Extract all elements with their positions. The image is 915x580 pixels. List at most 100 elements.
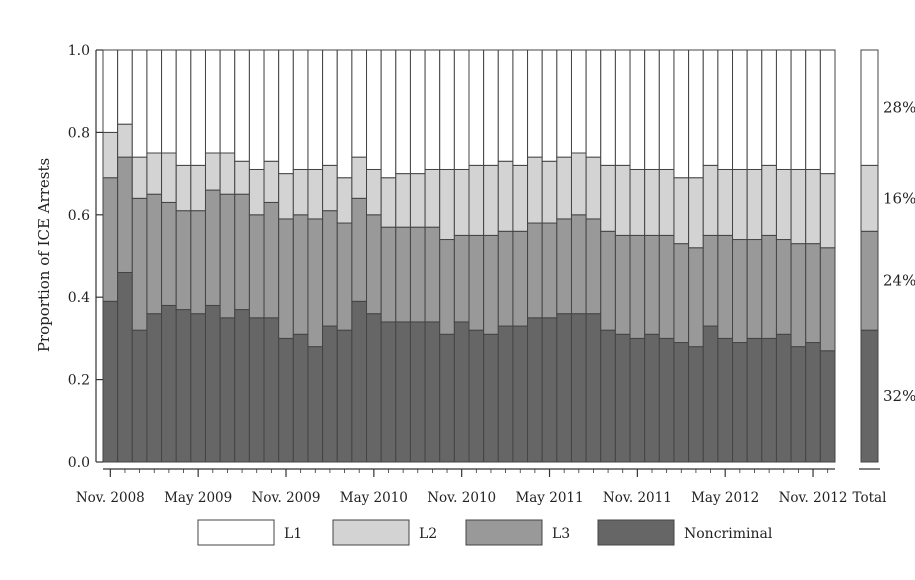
bar-l1-5 bbox=[175, 49, 192, 166]
bar-l1-10 bbox=[248, 49, 265, 170]
bar-l2-7 bbox=[204, 152, 221, 191]
bar-noncriminal-33 bbox=[585, 313, 602, 463]
bar-l1-42 bbox=[717, 49, 734, 170]
bar-l1-25 bbox=[468, 49, 485, 166]
bar-l2-13 bbox=[292, 168, 309, 216]
bar-l2-39 bbox=[673, 177, 690, 245]
y-tick-label: 0.0 bbox=[68, 455, 90, 471]
bar-l3-24 bbox=[453, 234, 470, 323]
bar-noncriminal-18 bbox=[366, 313, 382, 463]
bar-l1-48 bbox=[805, 49, 821, 170]
bar-l2-1 bbox=[117, 123, 133, 158]
bar-l3-11 bbox=[263, 201, 280, 319]
bar-l3-21 bbox=[409, 226, 426, 323]
bar-l2-33 bbox=[585, 156, 602, 220]
bar-noncriminal-24 bbox=[453, 321, 470, 463]
bar-l1-32 bbox=[570, 49, 587, 154]
legend: L1 L2 L3 Noncriminal bbox=[197, 519, 773, 546]
bar-l3-33 bbox=[585, 218, 602, 315]
bar-l3-31 bbox=[556, 218, 572, 315]
bar-l2-45 bbox=[761, 164, 777, 236]
bar-l1-18 bbox=[366, 49, 382, 170]
bar-l3-14 bbox=[307, 218, 324, 348]
legend-label-l1: L1 bbox=[284, 526, 302, 542]
bar-l2-44 bbox=[746, 168, 763, 241]
bar-noncriminal-45 bbox=[761, 337, 777, 463]
y-tick-label: 0.4 bbox=[68, 290, 90, 306]
bar-l1-39 bbox=[673, 49, 690, 179]
bar-l1-46 bbox=[775, 49, 792, 170]
bar-l1-13 bbox=[292, 49, 309, 170]
bar-l3-5 bbox=[175, 210, 192, 311]
x-tick-label: Nov. 2012 bbox=[779, 490, 848, 506]
bar-l1-17 bbox=[351, 49, 368, 158]
bar-l1-40 bbox=[688, 49, 704, 179]
total-bar-l3 bbox=[860, 230, 879, 331]
bar-l1-2 bbox=[131, 49, 148, 158]
bar-l2-41 bbox=[702, 164, 719, 236]
bar-l3-30 bbox=[541, 222, 558, 319]
bar-noncriminal-34 bbox=[600, 329, 616, 463]
y-tick-label: 0.8 bbox=[68, 125, 90, 141]
bar-noncriminal-13 bbox=[292, 333, 309, 463]
bar-noncriminal-3 bbox=[146, 313, 163, 463]
x-tick-label: Nov. 2009 bbox=[252, 490, 321, 506]
bar-l3-15 bbox=[322, 210, 338, 327]
bar-noncriminal-48 bbox=[805, 342, 821, 463]
bar-l3-47 bbox=[790, 243, 807, 348]
bar-l1-24 bbox=[453, 49, 470, 170]
bar-noncriminal-2 bbox=[131, 329, 148, 463]
bar-l2-8 bbox=[219, 152, 236, 195]
bar-l1-7 bbox=[204, 49, 221, 154]
bar-noncriminal-12 bbox=[278, 337, 294, 463]
bar-l1-12 bbox=[278, 49, 294, 175]
bar-noncriminal-11 bbox=[263, 317, 280, 463]
bar-l1-15 bbox=[322, 49, 338, 166]
bar-l3-44 bbox=[746, 239, 763, 339]
x-tick-label: May 2012 bbox=[691, 490, 759, 506]
bar-l2-31 bbox=[556, 156, 572, 220]
legend-label-noncriminal: Noncriminal bbox=[684, 526, 773, 542]
x-axis: Nov. 2008 May 2009 Nov. 2009 May 2010 Nov. 2… bbox=[76, 468, 848, 506]
bar-noncriminal-26 bbox=[483, 333, 499, 463]
bar-l3-42 bbox=[717, 234, 734, 339]
legend-swatch-l2 bbox=[332, 519, 410, 546]
bar-l2-30 bbox=[541, 160, 558, 224]
bar-noncriminal-36 bbox=[629, 337, 646, 463]
bar-l1-1 bbox=[117, 49, 133, 125]
bar-l3-35 bbox=[614, 234, 631, 335]
bar-l1-9 bbox=[234, 49, 250, 162]
y-tick-label: 0.2 bbox=[68, 373, 90, 389]
bar-l3-20 bbox=[395, 226, 411, 323]
bar-l3-26 bbox=[483, 234, 499, 335]
bar-l2-4 bbox=[161, 152, 177, 203]
bar-l1-11 bbox=[263, 49, 280, 162]
bar-noncriminal-46 bbox=[775, 333, 792, 463]
legend-swatch-noncriminal bbox=[597, 519, 675, 546]
bar-l3-2 bbox=[131, 197, 148, 331]
legend-swatch-l3 bbox=[465, 519, 543, 546]
bar-noncriminal-43 bbox=[732, 342, 748, 463]
bar-l1-38 bbox=[658, 49, 675, 170]
bar-l2-12 bbox=[278, 173, 294, 220]
bar-l1-44 bbox=[746, 49, 763, 170]
bar-l3-6 bbox=[190, 210, 206, 315]
x-tick-label: May 2011 bbox=[515, 490, 583, 506]
bar-l2-37 bbox=[644, 168, 660, 236]
bar-l2-6 bbox=[190, 164, 206, 212]
bar-l3-34 bbox=[600, 230, 616, 331]
bar-l3-28 bbox=[512, 230, 529, 327]
bar-l3-45 bbox=[761, 234, 777, 339]
bar-l2-20 bbox=[395, 173, 411, 228]
bar-noncriminal-35 bbox=[614, 333, 631, 463]
legend-label-l3: L3 bbox=[552, 526, 570, 542]
bar-l2-24 bbox=[453, 168, 470, 236]
bar-l2-22 bbox=[424, 168, 441, 228]
bar-l3-4 bbox=[161, 201, 177, 306]
legend-swatch-l1 bbox=[197, 519, 275, 546]
bar-l2-32 bbox=[570, 152, 587, 216]
bar-noncriminal-10 bbox=[248, 317, 265, 463]
bar-l3-1 bbox=[117, 156, 133, 273]
bar-l1-41 bbox=[702, 49, 719, 166]
